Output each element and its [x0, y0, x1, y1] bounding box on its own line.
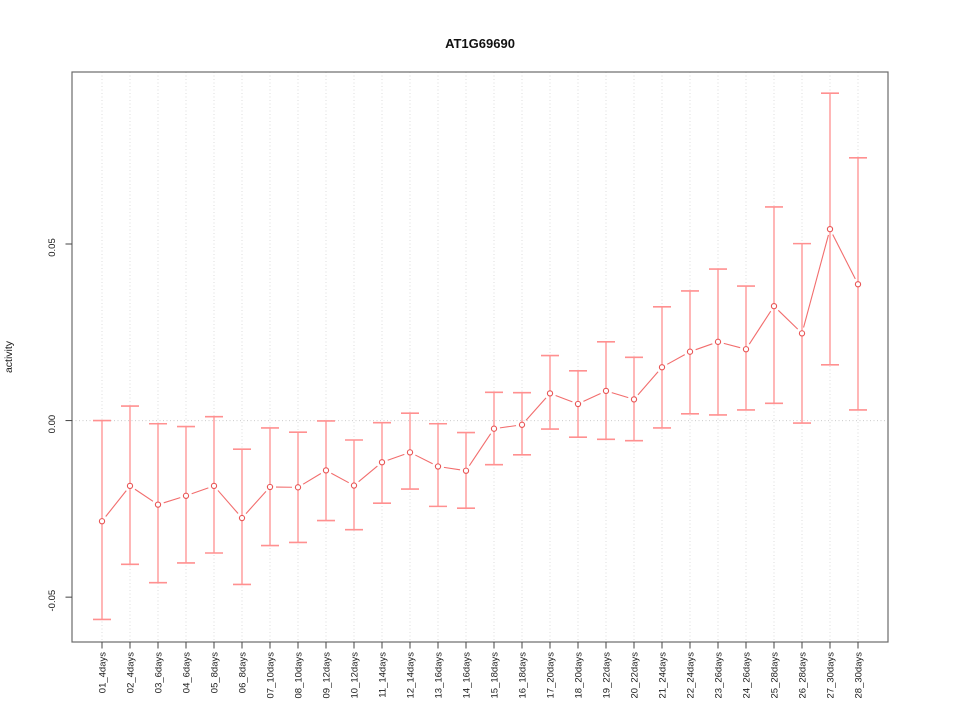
- x-tick-label: 07_10days: [266, 652, 277, 699]
- y-tick-label: -0.05: [47, 590, 58, 612]
- x-tick-label: 14_16days: [462, 652, 473, 699]
- series-line-segment: [245, 491, 267, 514]
- data-point: [350, 482, 358, 489]
- x-tick-label: 04_6days: [182, 652, 193, 693]
- series-line-segment: [191, 487, 209, 495]
- data-point: [630, 396, 638, 403]
- data-point: [742, 346, 750, 353]
- series-line-segment: [105, 490, 127, 517]
- series-line-segment: [832, 234, 856, 280]
- data-point: [574, 400, 582, 408]
- x-tick-label: 25_28days: [770, 652, 781, 699]
- x-tick-label: 17_20days: [546, 652, 557, 699]
- data-point: [210, 482, 218, 490]
- data-point: [406, 449, 414, 456]
- data-point: [154, 501, 162, 508]
- x-tick-label: 16_18days: [518, 652, 529, 699]
- data-point: [518, 421, 526, 428]
- chart-title: AT1G69690: [445, 36, 515, 51]
- series-line-segment: [415, 454, 433, 465]
- series-line-segment: [217, 490, 239, 514]
- plot-box: [71, 71, 889, 643]
- x-tick-label: 22_24days: [686, 652, 697, 699]
- data-point: [658, 364, 666, 371]
- x-tick-label: 18_20days: [574, 652, 585, 699]
- series-line-segment: [302, 473, 322, 485]
- x-tick-label: 05_8days: [210, 652, 221, 693]
- x-tick-label: 06_8days: [238, 652, 249, 693]
- x-tick-label: 10_12days: [350, 652, 361, 699]
- series-line-segment: [803, 234, 829, 328]
- series-line-segment: [748, 310, 772, 345]
- data-point: [602, 387, 610, 395]
- data-point: [826, 226, 834, 233]
- x-tick-label: 11_14days: [378, 652, 389, 698]
- series-line-segment: [555, 394, 573, 403]
- x-tick-label: 20_22days: [630, 652, 641, 699]
- series-line-segment: [134, 488, 154, 502]
- x-tick-label: 02_4days: [126, 652, 137, 693]
- series-line-segment: [358, 465, 378, 483]
- data-point: [714, 338, 722, 345]
- data-point: [322, 467, 330, 474]
- x-tick-label: 01_4days: [98, 652, 109, 693]
- data-point: [238, 514, 246, 522]
- data-point: [266, 483, 274, 491]
- series-line-segment: [163, 497, 181, 504]
- data-point: [490, 425, 498, 432]
- data-point: [770, 302, 778, 310]
- data-point: [294, 484, 302, 491]
- x-tick-label: 08_10days: [294, 652, 305, 699]
- series-line-segment: [468, 433, 492, 467]
- series-line-segment: [777, 309, 799, 330]
- data-point: [546, 390, 554, 397]
- x-tick-label: 19_22days: [602, 652, 613, 699]
- x-tick-label: 15_18days: [490, 652, 501, 699]
- series-line-segment: [723, 342, 741, 349]
- y-tick-label: 0.00: [47, 415, 58, 434]
- x-tick-label: 21_24days: [658, 652, 669, 699]
- series-line-segment: [611, 392, 629, 399]
- data-point: [686, 348, 694, 355]
- series-line-segment: [443, 466, 461, 471]
- data-point: [182, 492, 190, 499]
- x-tick-label: 24_26days: [742, 652, 753, 699]
- series-line-segment: [666, 354, 686, 365]
- x-tick-label: 28_30days: [854, 652, 865, 699]
- x-tick-label: 13_16days: [434, 652, 445, 699]
- data-point: [378, 459, 386, 466]
- data-point: [798, 330, 806, 337]
- x-tick-label: 23_26days: [714, 652, 725, 699]
- data-point: [98, 518, 106, 525]
- series-line-segment: [499, 425, 517, 429]
- x-tick-label: 27_30days: [826, 652, 837, 699]
- series-line-segment: [525, 397, 547, 421]
- y-tick-label: 0.05: [47, 238, 58, 256]
- series-line-segment: [387, 453, 405, 461]
- series-line-segment: [331, 472, 349, 484]
- series-line-segment: [695, 343, 713, 351]
- data-point: [434, 463, 442, 470]
- data-point: [462, 467, 470, 474]
- x-tick-label: 26_28days: [798, 652, 809, 699]
- x-tick-label: 12_14days: [406, 652, 417, 699]
- series-line-segment: [637, 371, 659, 396]
- x-tick-label: 09_12days: [322, 652, 333, 699]
- data-point: [854, 281, 862, 288]
- x-tick-label: 03_6days: [154, 652, 165, 693]
- data-point: [126, 482, 134, 490]
- series-line-segment: [583, 392, 601, 402]
